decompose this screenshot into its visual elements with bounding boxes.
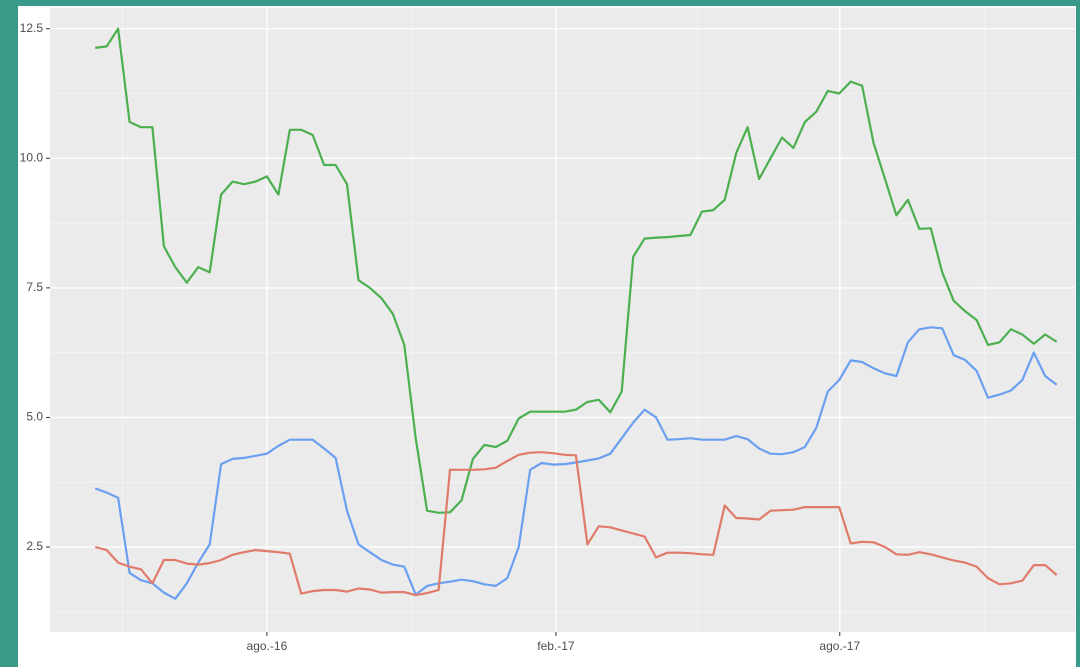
x-tick-label: feb.-17 bbox=[537, 639, 575, 653]
y-tick-label: 7.5 bbox=[26, 280, 43, 294]
plot-panel bbox=[50, 8, 1075, 632]
frame-top bbox=[0, 0, 1080, 6]
y-tick-label: 12.5 bbox=[20, 21, 44, 35]
series-line bbox=[94, 451, 1058, 597]
x-tick-label: ago.-17 bbox=[819, 639, 860, 653]
frame-right bbox=[1076, 0, 1080, 667]
x-tick-label: ago.-16 bbox=[247, 639, 288, 653]
y-tick-label: 5.0 bbox=[26, 410, 43, 424]
series-line bbox=[95, 27, 1058, 514]
y-tick-label: 10.0 bbox=[20, 150, 44, 164]
frame-left bbox=[0, 0, 18, 667]
y-tick-label: 2.5 bbox=[26, 539, 43, 553]
